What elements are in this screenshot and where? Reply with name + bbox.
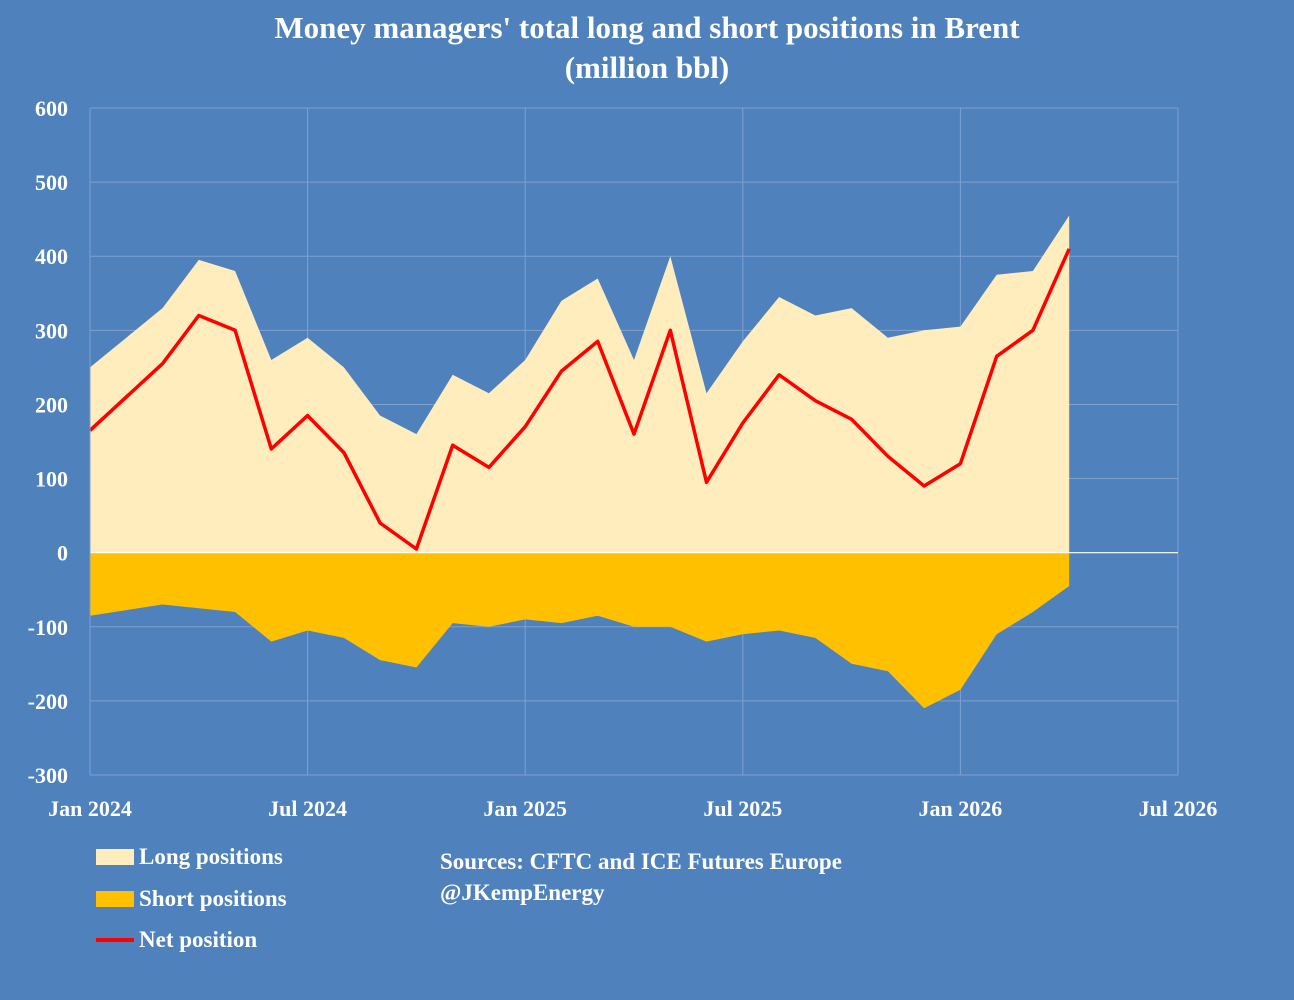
area-series — [90, 215, 1070, 709]
legend-net-label: Net position — [139, 927, 258, 952]
y-tick-label: 200 — [35, 392, 68, 417]
y-tick-label: 600 — [35, 96, 68, 121]
legend-short-label: Short positions — [139, 886, 287, 911]
y-tick-label: 500 — [35, 170, 68, 195]
source-text: Sources: CFTC and ICE Futures Europe — [440, 849, 842, 874]
chart-title-line1: Money managers' total long and short pos… — [274, 10, 1020, 45]
legend-short: Short positions — [96, 884, 287, 914]
x-tick-label: Jul 2026 — [1139, 796, 1218, 821]
y-tick-label: 100 — [35, 467, 68, 492]
author-handle: @JKempEnergy — [440, 880, 605, 905]
x-tick-label: Jul 2024 — [268, 796, 347, 821]
legend-long: Long positions — [96, 842, 283, 872]
y-tick-label: -200 — [28, 689, 68, 714]
long-positions-area — [90, 215, 1070, 553]
y-tick-label: -100 — [28, 615, 68, 640]
legend-long-label: Long positions — [139, 844, 283, 869]
y-tick-label: -300 — [28, 763, 68, 788]
legend-net: Net position — [96, 925, 257, 955]
x-tick-label: Jul 2025 — [703, 796, 782, 821]
x-tick-label: Jan 2025 — [483, 796, 567, 821]
y-tick-label: 300 — [35, 318, 68, 343]
x-axis-tick-labels: Jan 2024 Jul 2024 Jan 2025 Jul 2025 Jan 2026… — [48, 796, 1217, 821]
legend-net-swatch — [96, 938, 134, 942]
axes — [89, 108, 1178, 776]
y-axis-tick-labels: 600 500 400 300 200 100 0 -100 -200 -300 — [28, 96, 68, 788]
x-tick-label: Jan 2026 — [919, 796, 1003, 821]
chart-title-line2: (million bbl) — [564, 50, 730, 85]
line-series — [88, 248, 1071, 551]
y-tick-label: 400 — [35, 244, 68, 269]
x-tick-label: Jan 2024 — [48, 796, 132, 821]
net-position-line — [88, 248, 1071, 551]
legend-short-swatch — [96, 891, 134, 907]
y-tick-label: 0 — [57, 541, 68, 566]
short-positions-area — [90, 552, 1070, 709]
legend-long-swatch — [96, 849, 134, 865]
